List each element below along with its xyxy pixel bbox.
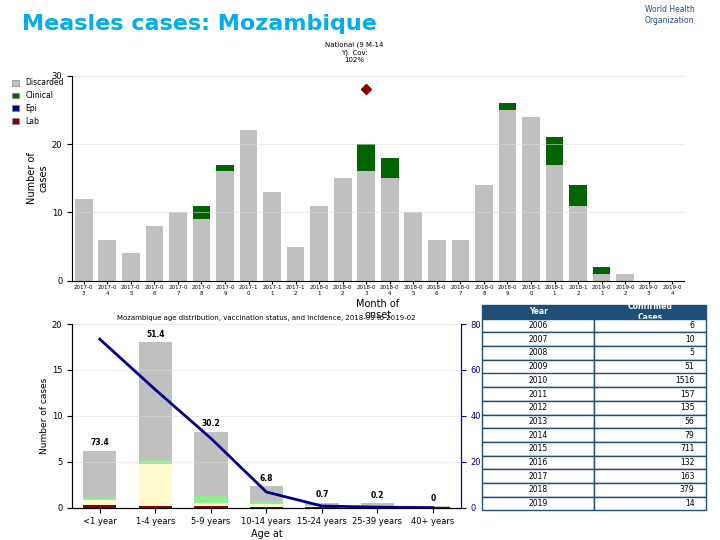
Text: 6.8: 6.8 (260, 474, 273, 483)
Bar (593, 267, 611, 274)
Bar (499, 103, 516, 110)
Bar (194, 432, 228, 496)
Bar (216, 165, 234, 171)
Bar (381, 178, 399, 281)
Bar (357, 171, 375, 281)
Bar (305, 506, 338, 507)
Bar (250, 501, 283, 504)
Bar (75, 199, 93, 281)
Bar (361, 503, 394, 507)
Bar (475, 185, 492, 281)
Bar (169, 212, 186, 281)
Bar (216, 171, 234, 281)
Bar (570, 185, 587, 206)
Bar (240, 130, 257, 281)
Bar (546, 165, 563, 281)
Bar (264, 192, 281, 281)
Bar (381, 158, 399, 178)
Bar (250, 507, 283, 508)
Bar (570, 206, 587, 281)
Bar (250, 504, 283, 507)
Bar (194, 506, 228, 508)
Bar (593, 274, 611, 281)
Text: Measles cases: Mozambique: Measles cases: Mozambique (22, 14, 377, 33)
Bar (405, 212, 422, 281)
Bar (83, 505, 117, 508)
Bar (83, 498, 117, 500)
Bar (193, 219, 210, 281)
Y-axis label: Number of
cases: Number of cases (27, 152, 49, 204)
Bar (451, 240, 469, 281)
Text: World Health
Organization: World Health Organization (644, 5, 695, 25)
Bar (122, 253, 140, 281)
Text: 0.2: 0.2 (371, 491, 384, 500)
Bar (546, 137, 563, 165)
Text: 0.7: 0.7 (315, 490, 329, 500)
Text: 51.4: 51.4 (146, 330, 165, 339)
Bar (83, 500, 117, 505)
Legend: National SIA, Sub-national SIA: National SIA, Sub-national SIA (505, 319, 680, 334)
Bar (193, 206, 210, 219)
Y-axis label: Incidence rate per
1,000,000: Incidence rate per 1,000,000 (503, 374, 523, 457)
Bar (194, 503, 228, 506)
Bar (139, 460, 172, 464)
Bar (287, 247, 305, 281)
Bar (522, 117, 540, 281)
Text: National (9 M-14
Y)  Cov:
102%: National (9 M-14 Y) Cov: 102% (325, 42, 384, 63)
Bar (139, 464, 172, 506)
Bar (194, 496, 228, 503)
Bar (357, 144, 375, 171)
Bar (99, 240, 116, 281)
Bar (616, 274, 634, 281)
X-axis label: Age at
onset: Age at onset (251, 529, 282, 540)
Bar (334, 178, 351, 281)
Title: Mozambique age distribution, vaccination status, and incidence, 2018-03 to 2019-: Mozambique age distribution, vaccination… (117, 315, 415, 321)
Bar (139, 506, 172, 508)
Bar (499, 110, 516, 281)
Y-axis label: Number of cases: Number of cases (40, 377, 49, 454)
Bar (139, 342, 172, 460)
Text: 30.2: 30.2 (202, 419, 220, 428)
X-axis label: Month of
onset: Month of onset (356, 299, 400, 320)
Bar (305, 503, 338, 506)
Bar (250, 487, 283, 501)
Bar (310, 206, 328, 281)
Text: 73.4: 73.4 (91, 438, 109, 447)
Bar (145, 226, 163, 281)
Bar (428, 240, 446, 281)
Bar (83, 451, 117, 498)
Text: 0: 0 (431, 494, 436, 503)
